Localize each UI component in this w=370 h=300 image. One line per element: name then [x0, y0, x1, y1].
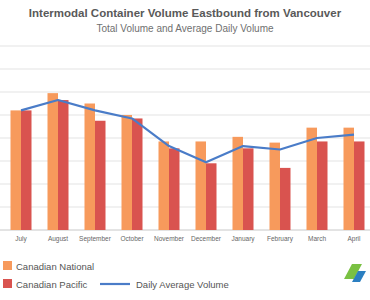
- bar: [85, 104, 96, 231]
- x-tick-label: September: [79, 235, 112, 243]
- x-tick-label: January: [231, 235, 255, 243]
- bar: [95, 121, 106, 230]
- x-tick-label: December: [191, 235, 222, 242]
- bar: [169, 148, 180, 230]
- x-tick-label: April: [347, 235, 361, 243]
- legend-label: Canadian National: [16, 261, 94, 272]
- bar: [196, 141, 207, 230]
- bar: [280, 168, 291, 230]
- logo-shape: [352, 271, 366, 282]
- x-tick-label: August: [48, 235, 68, 243]
- bar: [307, 128, 318, 230]
- bar: [11, 110, 22, 230]
- chart: Intermodal Container Volume Eastbound fr…: [0, 0, 370, 300]
- legend-entry: Canadian Pacific: [3, 279, 88, 290]
- bar: [122, 115, 133, 230]
- bar: [132, 118, 143, 230]
- subtitle: Total Volume and Average Daily Volume: [96, 23, 274, 34]
- legend-swatch: [3, 261, 12, 270]
- legend-label: Daily Average Volume: [136, 279, 229, 290]
- legend-label: Canadian Pacific: [16, 279, 88, 290]
- legend-swatch: [3, 279, 12, 288]
- grid-line: [0, 46, 370, 47]
- legend-swatch: [100, 283, 130, 285]
- legend-entry: Canadian National: [3, 261, 94, 272]
- bar: [58, 100, 69, 230]
- background: [0, 0, 370, 300]
- grid-line: [0, 69, 370, 70]
- bar: [317, 141, 328, 230]
- bar: [270, 143, 281, 230]
- x-tick-label: February: [267, 235, 294, 243]
- bar: [48, 93, 59, 230]
- logo: [344, 264, 366, 282]
- x-tick-label: March: [308, 235, 326, 242]
- x-tick-label: November: [154, 235, 185, 242]
- bar: [243, 148, 254, 230]
- grid-line: [0, 92, 370, 93]
- line: [21, 100, 354, 162]
- bar: [21, 110, 32, 230]
- x-tick-label: October: [120, 235, 144, 242]
- x-tick-label: July: [15, 235, 27, 243]
- bar: [344, 128, 355, 230]
- bar: [159, 141, 170, 230]
- legend-entry: Daily Average Volume: [100, 279, 229, 290]
- plot-area: [11, 93, 365, 230]
- bar: [206, 163, 217, 230]
- title: Intermodal Container Volume Eastbound fr…: [29, 7, 342, 19]
- bar: [354, 141, 365, 230]
